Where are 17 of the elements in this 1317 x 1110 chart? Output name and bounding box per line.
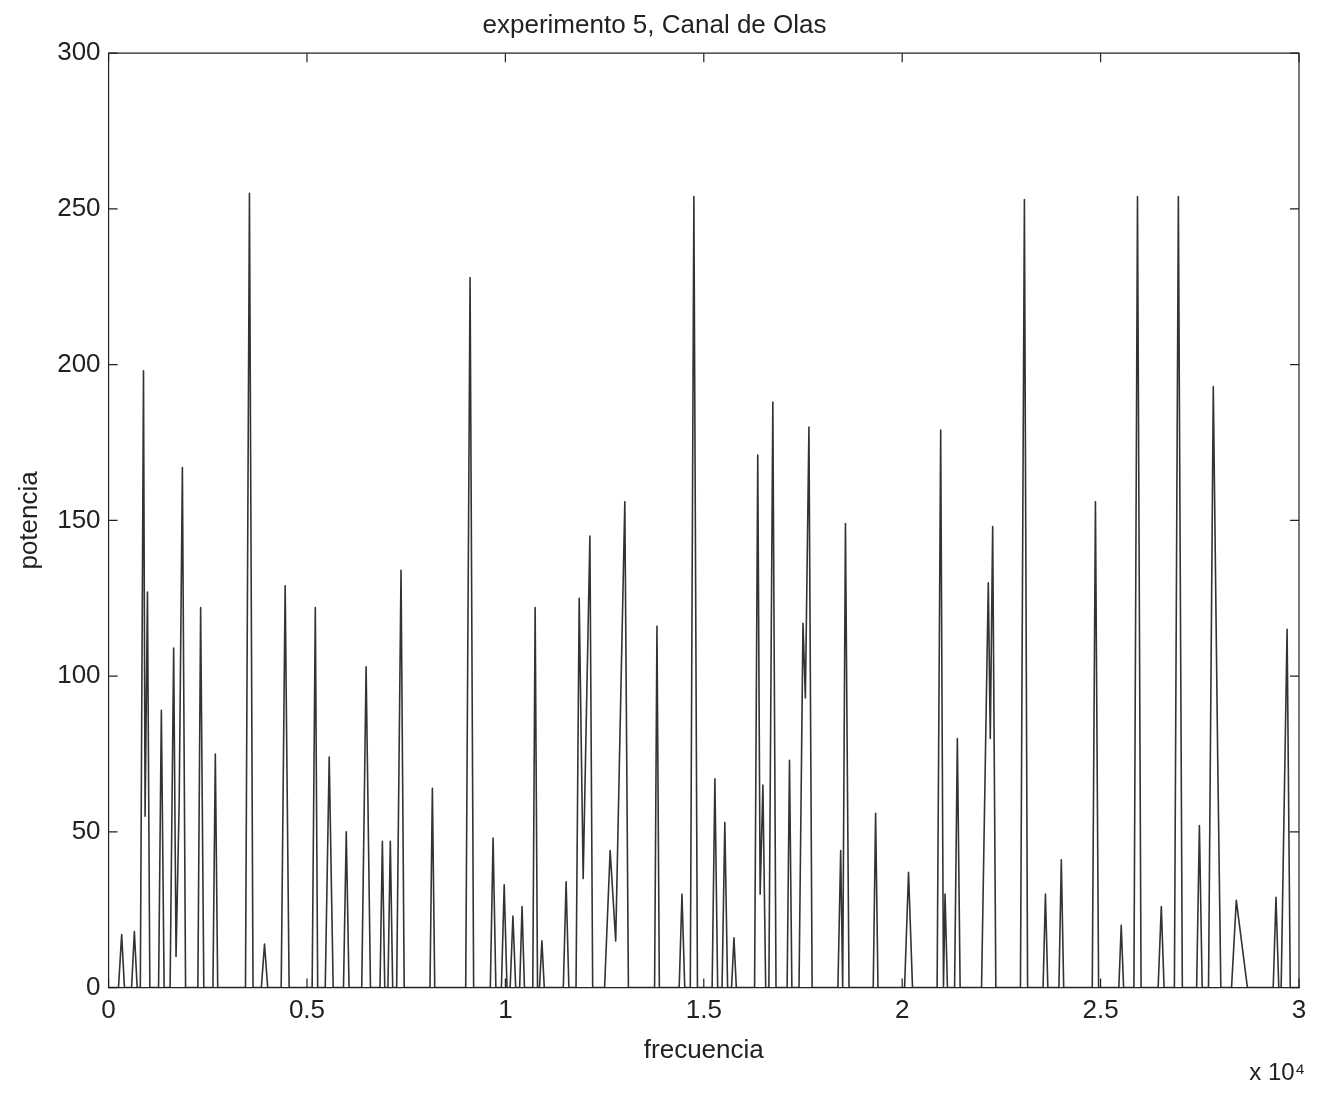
x-tick-label: 2 <box>894 994 910 1025</box>
x-tick-label: 2.5 <box>1082 994 1119 1025</box>
x-tick-label: 1 <box>498 994 513 1025</box>
x-axis-title: frecuencia <box>643 1033 765 1064</box>
x-tick-label: 3 <box>1291 994 1307 1025</box>
y-axis-title: potencia <box>12 470 43 570</box>
chart-title: experimento 5, Canal de Olas <box>482 8 827 39</box>
y-tick-label: 100 <box>57 659 101 690</box>
y-tick-label: 150 <box>57 503 101 534</box>
y-tick-label: 200 <box>57 347 101 378</box>
y-tick-label: 300 <box>57 36 101 67</box>
x-tick-label: 0.5 <box>288 994 326 1025</box>
x-tick-label: 1.5 <box>685 994 722 1025</box>
y-tick-label: 50 <box>71 815 101 846</box>
y-tick-label: 250 <box>57 192 101 223</box>
text: x 10⁴ <box>1249 1058 1305 1086</box>
y-tick-label: 0 <box>86 970 101 1001</box>
